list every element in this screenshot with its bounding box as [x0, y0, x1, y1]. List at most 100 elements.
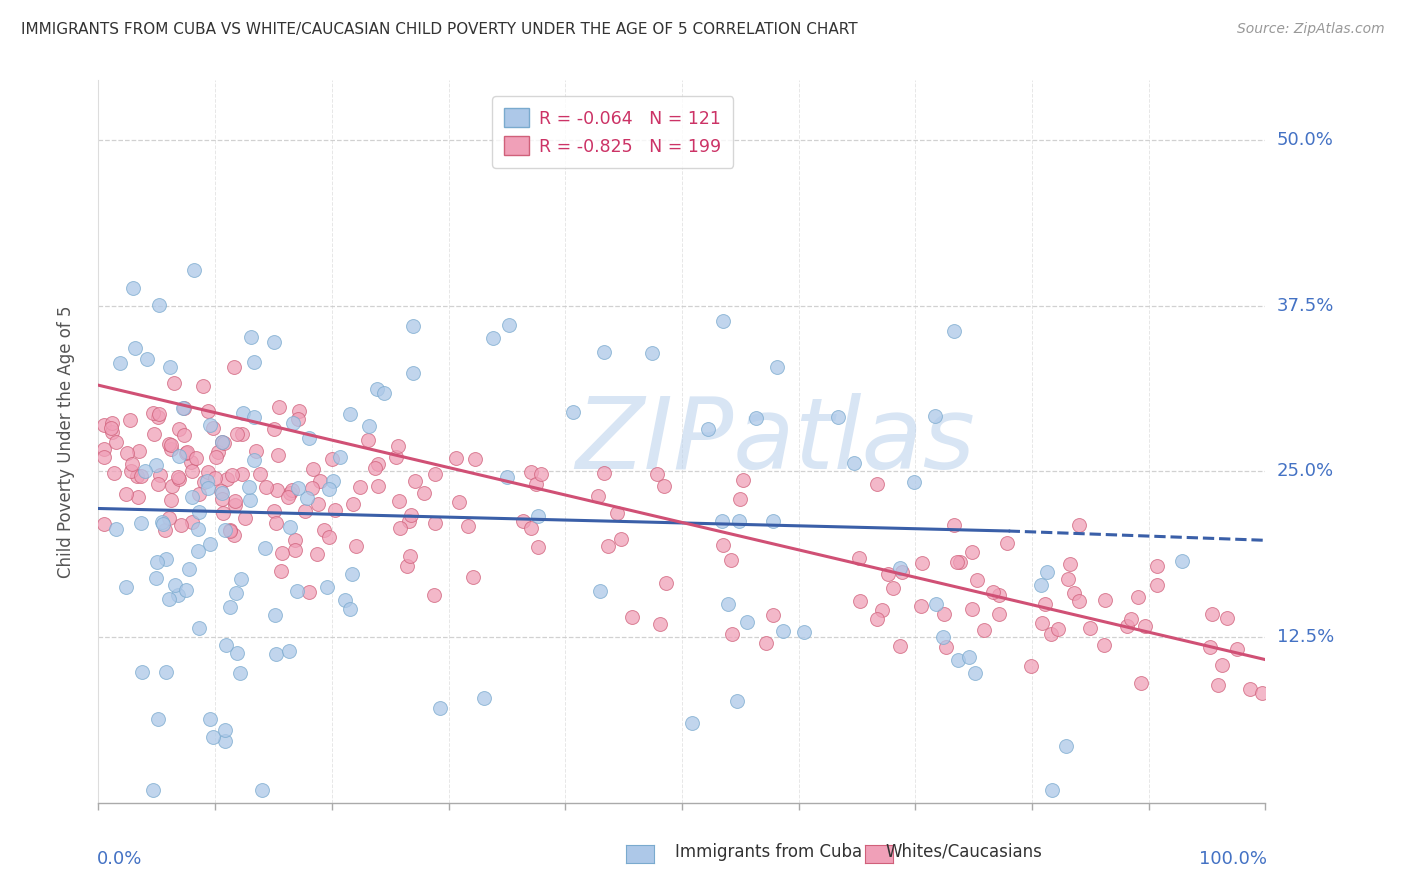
- Point: [256, 480, 278, 494]
- Point: [1094, 638, 1116, 652]
- Point: [267, 449, 290, 463]
- Point: [720, 627, 742, 641]
- Point: [308, 474, 330, 488]
- Point: [231, 427, 253, 442]
- Point: [180, 464, 202, 478]
- Point: [924, 409, 946, 424]
- Point: [889, 640, 911, 654]
- Point: [198, 537, 221, 551]
- Point: [932, 607, 955, 622]
- Point: [307, 497, 329, 511]
- Point: [957, 649, 980, 664]
- Point: [146, 712, 169, 726]
- Point: [733, 473, 755, 487]
- Point: [318, 483, 340, 497]
- Point: [298, 431, 321, 445]
- Point: [745, 410, 768, 425]
- Point: [225, 586, 247, 600]
- Point: [176, 445, 198, 459]
- Point: [512, 514, 534, 528]
- Point: [322, 474, 344, 488]
- Point: [925, 597, 948, 611]
- Point: [1033, 597, 1056, 611]
- Point: [498, 318, 520, 332]
- Point: [211, 492, 233, 507]
- Point: [648, 616, 671, 631]
- Point: [214, 523, 236, 537]
- Point: [148, 468, 170, 483]
- Point: [766, 360, 789, 375]
- Point: [1036, 565, 1059, 579]
- Point: [307, 547, 329, 561]
- Point: [711, 538, 734, 552]
- Point: [202, 731, 225, 745]
- Point: [530, 467, 553, 482]
- Point: [1211, 657, 1233, 672]
- Point: [211, 434, 233, 449]
- Point: [772, 624, 794, 639]
- Point: [166, 588, 188, 602]
- Point: [167, 470, 190, 484]
- Point: [280, 520, 302, 534]
- Point: [342, 497, 364, 511]
- Point: [201, 421, 224, 435]
- Point: [995, 536, 1018, 550]
- Point: [1054, 739, 1077, 753]
- Point: [152, 516, 174, 531]
- Point: [1039, 627, 1062, 641]
- Point: [848, 550, 870, 565]
- Point: [267, 400, 290, 414]
- Point: [359, 418, 381, 433]
- Point: [243, 354, 266, 368]
- Point: [281, 416, 304, 430]
- Point: [413, 485, 436, 500]
- Point: [221, 468, 243, 483]
- Point: [187, 543, 209, 558]
- Text: Immigrants from Cuba: Immigrants from Cuba: [675, 843, 862, 861]
- Point: [882, 581, 904, 595]
- Point: [935, 640, 957, 655]
- Point: [988, 588, 1011, 602]
- Point: [157, 510, 180, 524]
- Point: [160, 438, 183, 452]
- Point: [457, 518, 479, 533]
- Point: [212, 436, 235, 450]
- Point: [197, 404, 219, 418]
- Point: [198, 417, 221, 432]
- Point: [160, 442, 183, 456]
- Point: [120, 464, 142, 478]
- Point: [983, 584, 1005, 599]
- Point: [131, 469, 153, 483]
- Point: [297, 491, 319, 505]
- Point: [464, 452, 486, 467]
- Point: [264, 647, 287, 661]
- Point: [222, 359, 245, 374]
- Point: [187, 522, 209, 536]
- Point: [172, 401, 194, 416]
- Point: [103, 466, 125, 480]
- Point: [188, 487, 211, 501]
- Point: [965, 666, 987, 681]
- Point: [335, 592, 357, 607]
- Point: [1116, 618, 1139, 632]
- Point: [302, 462, 325, 476]
- Point: [1031, 615, 1053, 630]
- Point: [519, 521, 541, 535]
- Point: [399, 549, 422, 564]
- Point: [226, 646, 249, 660]
- Point: [1199, 640, 1222, 655]
- Point: [225, 427, 247, 442]
- Point: [280, 485, 302, 500]
- Point: [447, 494, 470, 508]
- Point: [281, 483, 304, 497]
- Point: [222, 528, 245, 542]
- Point: [1146, 578, 1168, 592]
- Point: [316, 580, 339, 594]
- Point: [212, 506, 235, 520]
- Point: [188, 620, 211, 634]
- Point: [524, 477, 547, 491]
- Point: [128, 444, 150, 458]
- Point: [344, 539, 367, 553]
- Point: [129, 516, 152, 531]
- Point: [100, 425, 122, 439]
